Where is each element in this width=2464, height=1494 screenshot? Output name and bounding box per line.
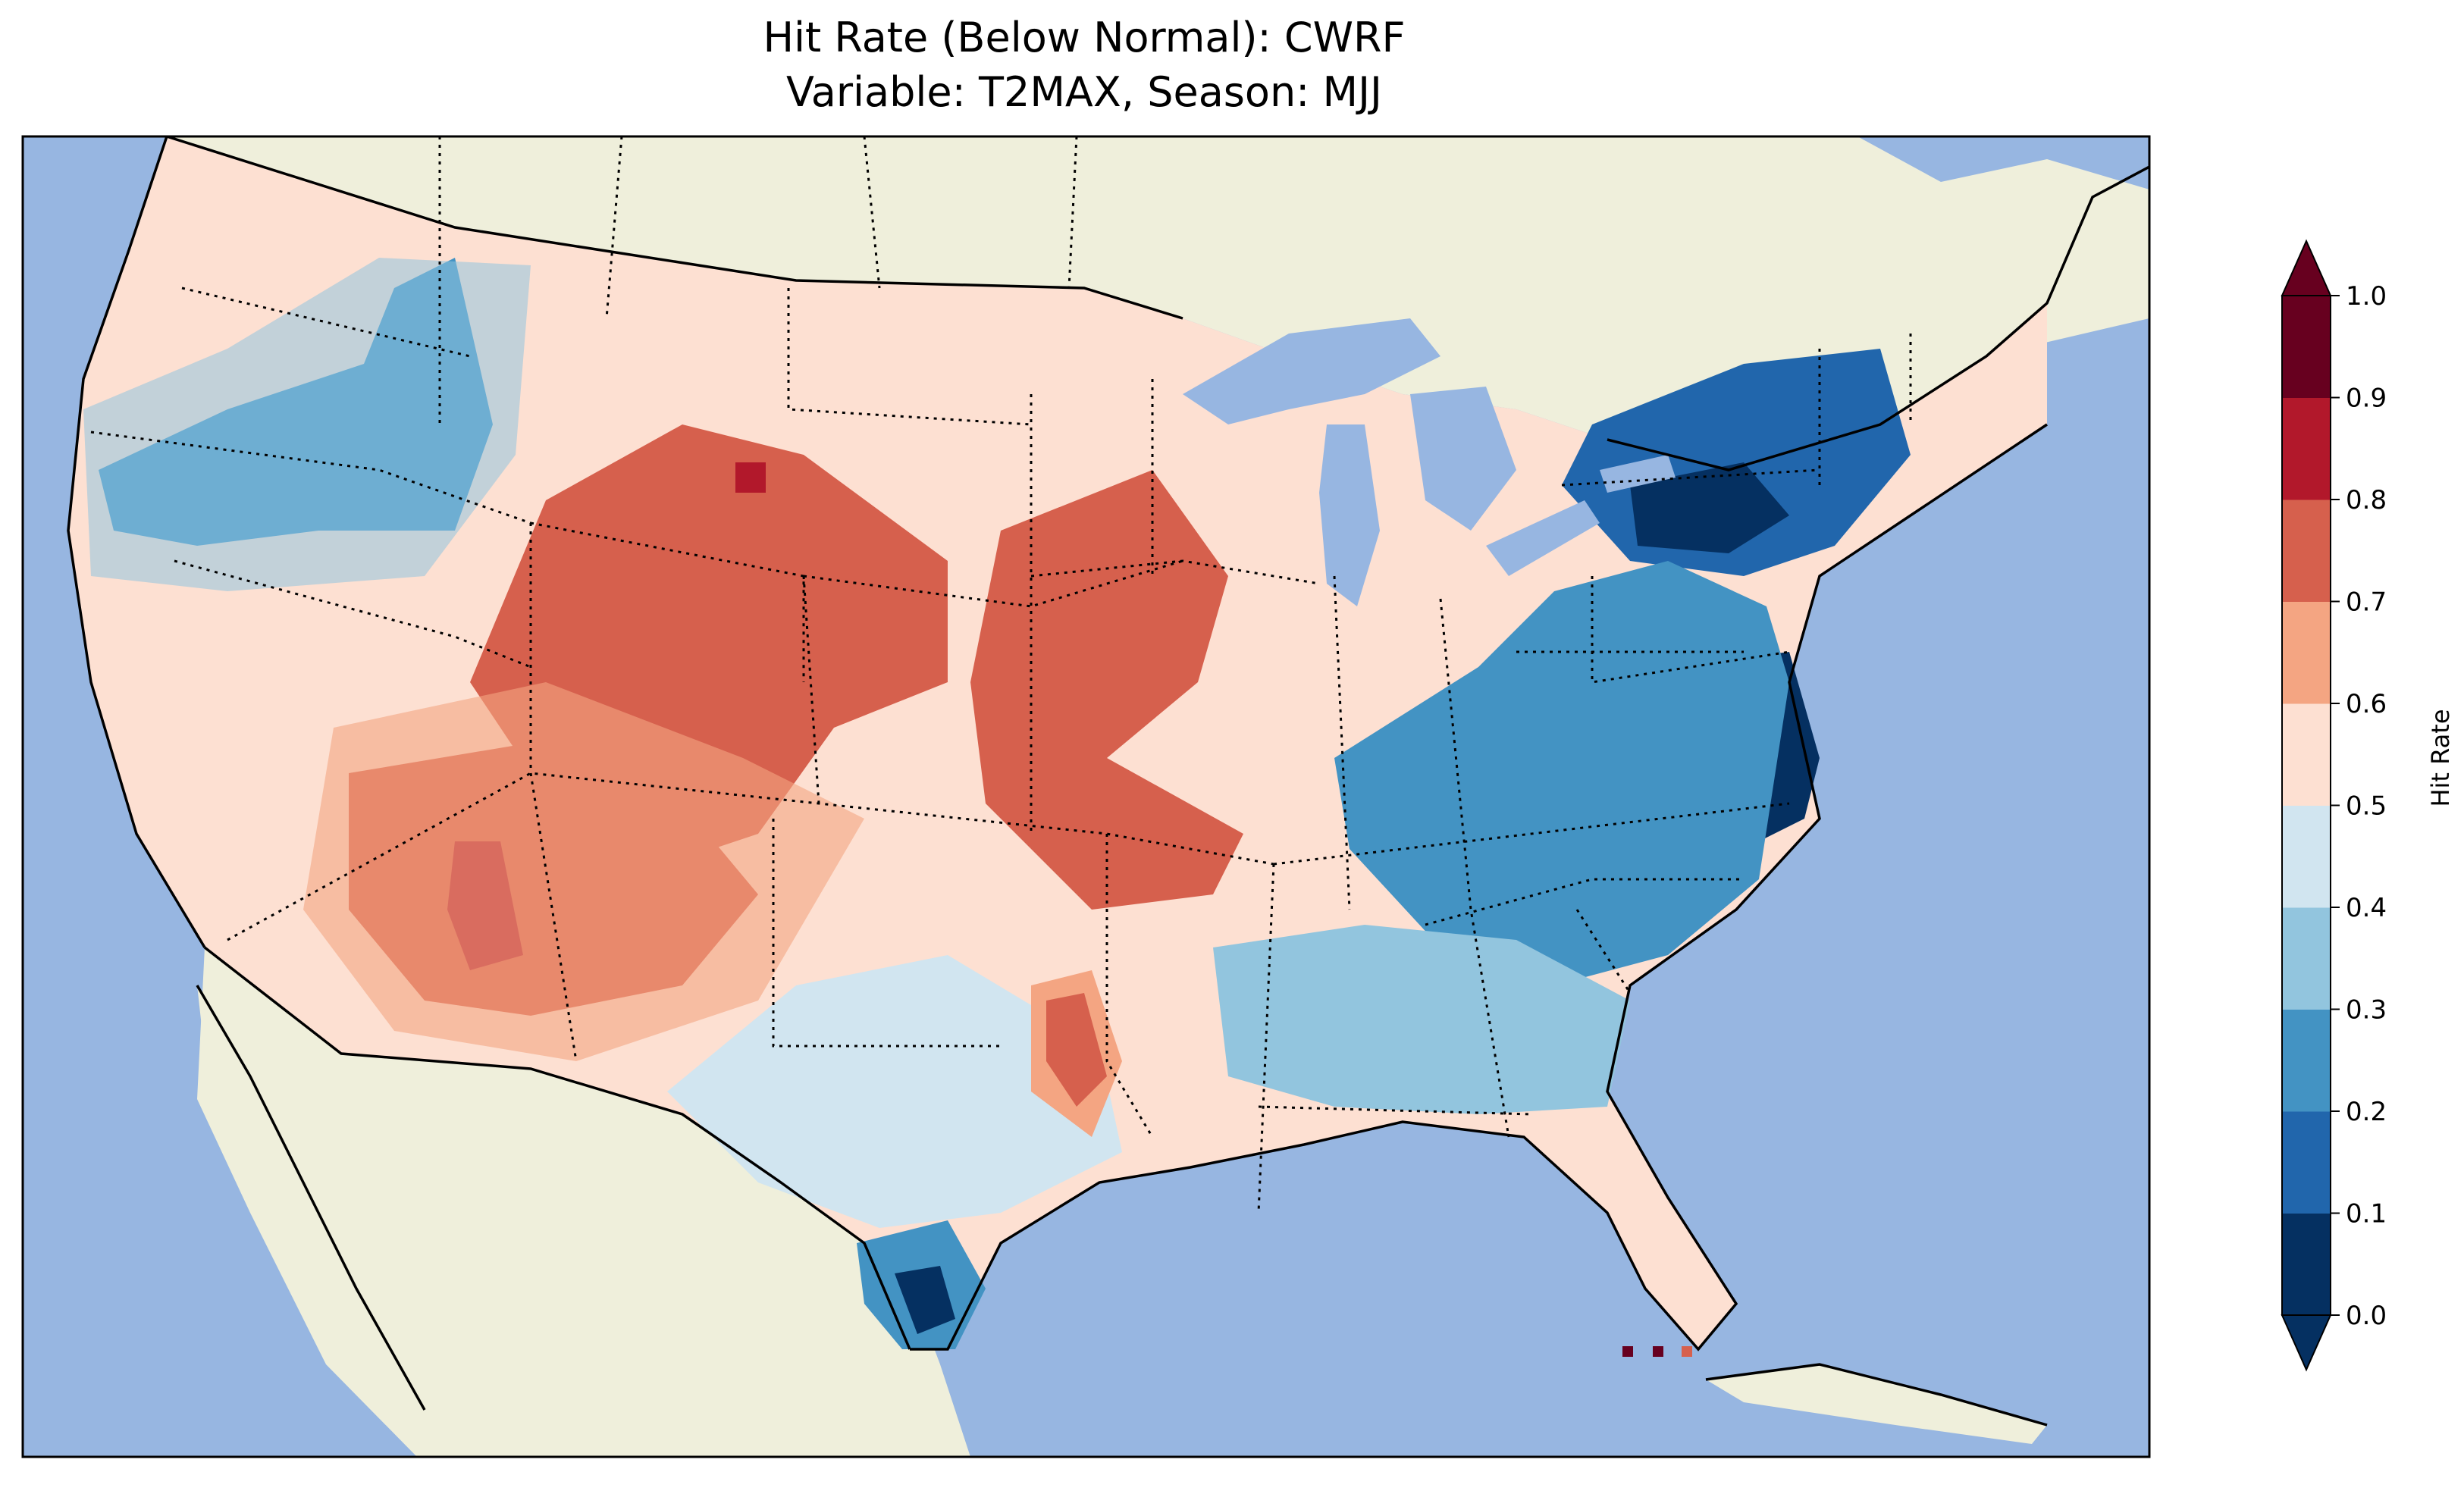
colorbar-tick-label: 1.0 (2346, 281, 2387, 312)
region-south-texas-dark (895, 1266, 955, 1334)
colorbar-extend-min (2281, 1314, 2332, 1372)
region-ohio-valley (1334, 561, 1789, 985)
chart-title-line2: Variable: T2MAX, Season: MJJ (786, 68, 1382, 116)
colorbar-tick-label: 0.0 (2346, 1301, 2387, 1331)
lake-huron (1410, 387, 1516, 531)
keys-pixel-2 (1653, 1346, 1663, 1357)
region-texas-light (667, 955, 1122, 1228)
colorbar-bin-0.8-0.9 (2282, 397, 2331, 500)
lake-ontario (1600, 455, 1676, 493)
baja-land (197, 985, 425, 1425)
colorbar-tick-label: 0.9 (2346, 384, 2387, 414)
region-four-corners-light (303, 682, 864, 1061)
region-ozarks-core (1046, 993, 1107, 1107)
chart-title-line1: Hit Rate (Below Normal): CWRF (763, 14, 1406, 61)
colorbar-tick-label: 0.6 (2346, 689, 2387, 719)
colorbar-tick-label: 0.8 (2346, 485, 2387, 515)
keys-pixel-3 (1682, 1346, 1692, 1357)
colorbar-bin-0.0-0.1 (2282, 1213, 2331, 1316)
colorbar-tick-label: 0.4 (2346, 893, 2387, 923)
colorbar-tick-label: 0.1 (2346, 1199, 2387, 1229)
colorbar-tick-label: 0.5 (2346, 791, 2387, 822)
lake-michigan (1319, 424, 1380, 606)
cuba-land (1706, 1364, 2047, 1444)
region-pnw-light (83, 258, 531, 591)
colorbar-tick-label: 0.7 (2346, 587, 2387, 618)
region-plains (970, 470, 1243, 910)
mexico-land (197, 947, 970, 1457)
lake-erie (1486, 500, 1600, 576)
colorbar-bin-0.7-0.8 (2282, 500, 2331, 602)
colorbar-bin-0.2-0.3 (2282, 1009, 2331, 1112)
colorbar-extend-max (2281, 239, 2332, 296)
colorbar-bin-0.9-1.0 (2282, 296, 2331, 398)
state-boundaries (90, 136, 1912, 1214)
canada-land (167, 136, 2149, 470)
colorbar-bin-0.1-0.2 (2282, 1111, 2331, 1214)
region-southeast (1213, 925, 1630, 1114)
colorbar-tick-label: 0.2 (2346, 1097, 2387, 1127)
lake-superior (1183, 318, 1440, 424)
map-frame (21, 135, 2151, 1458)
colorbar-tick-label: 0.3 (2346, 995, 2387, 1026)
colorbar-bin-0.4-0.5 (2282, 805, 2331, 908)
region-wyoming-peak (735, 462, 766, 493)
colorbar-bin-0.6-0.7 (2282, 601, 2331, 704)
keys-pixel-1 (1622, 1346, 1633, 1357)
colorbar-label: Hit Rate (2426, 709, 2455, 807)
colorbar-bin-0.3-0.4 (2282, 907, 2331, 1010)
colorbar-bin-0.5-0.6 (2282, 703, 2331, 806)
coastlines (67, 136, 2149, 1427)
region-new-york-dark (1630, 462, 1789, 553)
